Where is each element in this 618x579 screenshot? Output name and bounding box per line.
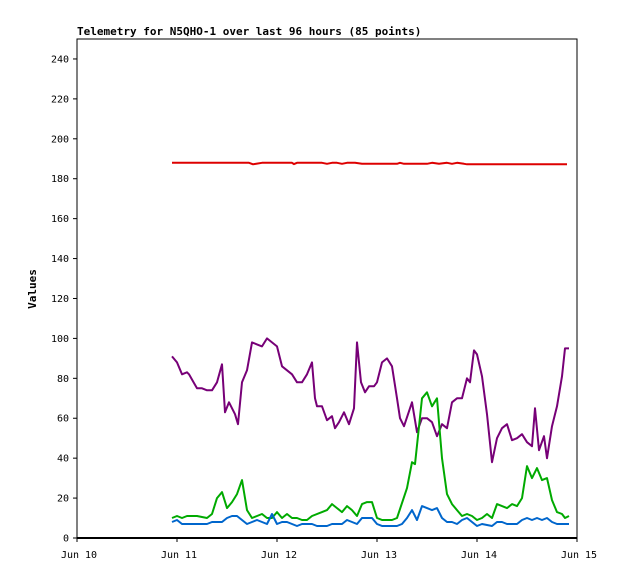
y-tick-label: 220	[51, 94, 69, 105]
series-line-1	[172, 161, 567, 166]
x-tick-label: Jun 15	[561, 550, 597, 561]
x-tick-label: Jun 10	[61, 550, 97, 561]
series-line-3	[171, 391, 570, 521]
plot-frame	[76, 38, 578, 539]
y-tick-label: 20	[57, 494, 69, 505]
y-tick-label: 100	[51, 334, 69, 345]
y-tick-label: 60	[57, 414, 69, 425]
y-tick-label: 80	[57, 374, 69, 385]
y-tick-label: 180	[51, 174, 69, 185]
series-line-2	[171, 337, 569, 464]
series-layer	[171, 161, 570, 527]
y-axis-label: Values	[26, 269, 39, 309]
series-line-4	[171, 505, 569, 527]
y-tick-label: 120	[51, 294, 69, 305]
y-tick-label: 40	[57, 454, 69, 465]
x-tick-label: Jun 13	[361, 550, 397, 561]
x-tick-label: Jun 14	[461, 550, 497, 561]
y-tick-label: 240	[51, 54, 69, 65]
y-tick-label: 140	[51, 254, 69, 265]
x-tick-label: Jun 11	[161, 550, 197, 561]
y-tick-label: 160	[51, 214, 69, 225]
y-axis: 0 20 40 60 80 100 120 140 160 180 200 220 240	[51, 54, 77, 545]
y-tick-label: 200	[51, 134, 69, 145]
x-axis: Jun 10 Jun 11 Jun 12 Jun 13 Jun 14 Jun 15	[61, 537, 597, 561]
chart-title: Telemetry for N5QHO-1 over last 96 hours…	[77, 25, 421, 38]
x-tick-label: Jun 12	[261, 550, 297, 561]
y-tick-label: 0	[63, 534, 69, 545]
